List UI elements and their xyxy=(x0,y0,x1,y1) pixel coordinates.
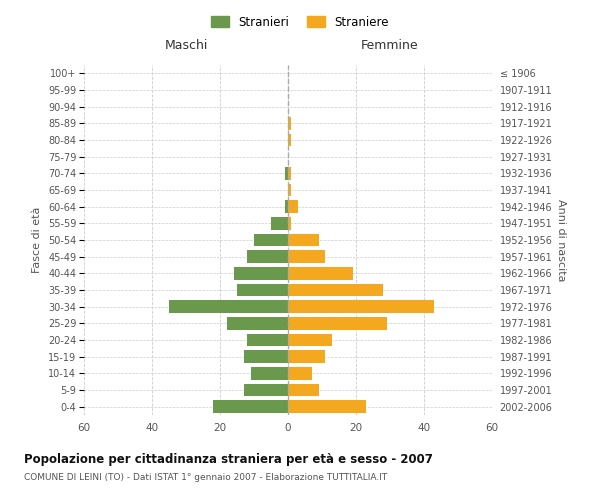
Bar xyxy=(271,217,288,230)
Bar xyxy=(284,200,288,213)
Text: Femmine: Femmine xyxy=(361,38,419,52)
Bar xyxy=(288,334,332,346)
Bar xyxy=(233,267,288,280)
Y-axis label: Anni di nascita: Anni di nascita xyxy=(556,198,566,281)
Bar xyxy=(288,350,325,363)
Bar xyxy=(213,400,288,413)
Bar xyxy=(169,300,288,313)
Y-axis label: Fasce di età: Fasce di età xyxy=(32,207,43,273)
Bar xyxy=(288,167,292,179)
Bar xyxy=(237,284,288,296)
Text: Popolazione per cittadinanza straniera per età e sesso - 2007: Popolazione per cittadinanza straniera p… xyxy=(24,452,433,466)
Bar xyxy=(288,317,386,330)
Bar xyxy=(284,167,288,179)
Bar xyxy=(254,234,288,246)
Bar xyxy=(288,250,325,263)
Bar xyxy=(244,350,288,363)
Bar xyxy=(288,384,319,396)
Bar xyxy=(288,134,292,146)
Bar xyxy=(288,367,312,380)
Text: COMUNE DI LEINI (TO) - Dati ISTAT 1° gennaio 2007 - Elaborazione TUTTITALIA.IT: COMUNE DI LEINI (TO) - Dati ISTAT 1° gen… xyxy=(24,472,387,482)
Bar xyxy=(244,384,288,396)
Bar xyxy=(288,117,292,130)
Text: Maschi: Maschi xyxy=(164,38,208,52)
Bar xyxy=(288,300,434,313)
Bar xyxy=(288,400,366,413)
Bar xyxy=(288,184,292,196)
Bar xyxy=(247,250,288,263)
Bar xyxy=(227,317,288,330)
Bar xyxy=(251,367,288,380)
Bar xyxy=(288,267,353,280)
Bar xyxy=(247,334,288,346)
Legend: Stranieri, Straniere: Stranieri, Straniere xyxy=(206,11,394,34)
Bar xyxy=(288,200,298,213)
Bar xyxy=(288,217,292,230)
Bar xyxy=(288,284,383,296)
Bar xyxy=(288,234,319,246)
